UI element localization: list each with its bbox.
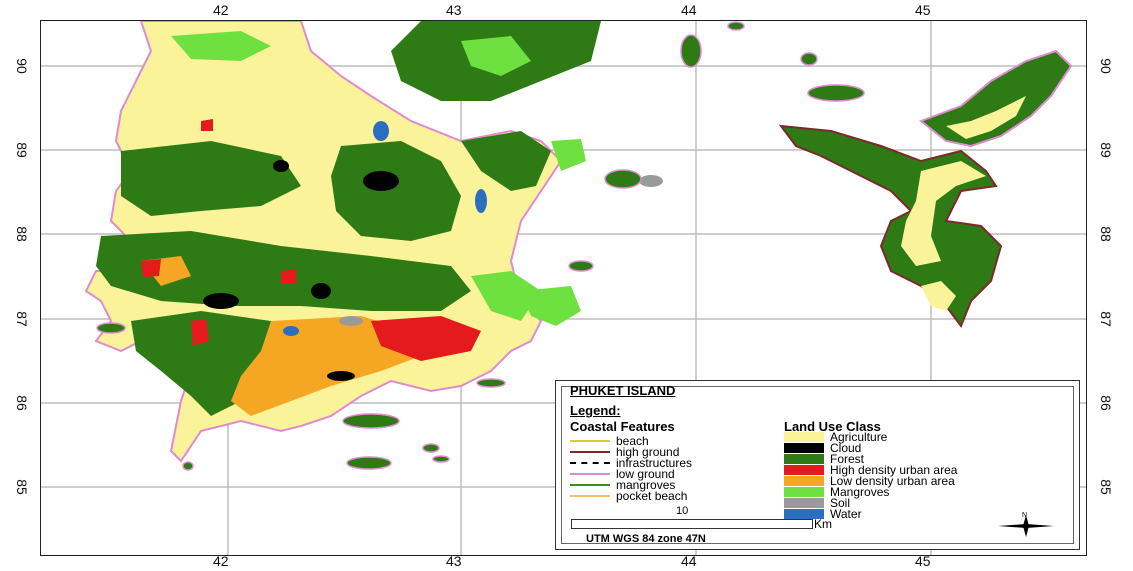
landuse-label: Low density urban area: [830, 474, 955, 488]
landuse-row-water: Water: [784, 508, 862, 520]
east-island-south: [778, 124, 1003, 329]
coastal-features-heading: Coastal Features: [570, 419, 675, 434]
landuse-row-mangroves: Mangroves: [784, 486, 889, 498]
y-tick-right-88: 88: [1097, 226, 1114, 242]
y-tick-right-90: 90: [1097, 58, 1114, 74]
water-patches: [283, 121, 487, 336]
coastal-row-infrastructures: infrastructures: [570, 457, 692, 469]
coastal-label: pocket beach: [616, 489, 688, 503]
y-tick-right-89: 89: [1097, 142, 1114, 158]
landuse-label: Cloud: [830, 441, 862, 455]
water-swatch: [784, 509, 824, 519]
legend-box: PHUKET ISLAND Legend: Coastal Features L…: [555, 380, 1080, 550]
x-tick-bottom-44: 44: [681, 553, 697, 569]
landuse-label: High density urban area: [830, 463, 958, 477]
x-tick-top-42: 42: [213, 2, 229, 18]
scale-bar: [571, 519, 813, 529]
low-ground-line-swatch: [570, 473, 610, 475]
scale-bar-unit: Km: [814, 517, 832, 531]
landuse-label: Agriculture: [830, 430, 888, 444]
y-tick-left-85: 85: [13, 479, 30, 495]
land-use-heading: Land Use Class: [784, 419, 881, 434]
land-use-map: [41, 21, 1086, 555]
cloud-patches: [203, 160, 399, 381]
coastal-label: mangroves: [616, 478, 676, 492]
pocket-beach-line-swatch: [570, 495, 610, 497]
projection-label: UTM WGS 84 zone 47N: [586, 533, 706, 545]
coastal-label: low ground: [616, 467, 675, 481]
coastal-label: high ground: [616, 445, 680, 459]
coastal-row-beach: beach: [570, 435, 649, 447]
mangroves-line-swatch: [570, 484, 610, 486]
cloud-swatch: [784, 443, 824, 453]
legend-heading: Legend:: [570, 403, 621, 418]
x-tick-top-43: 43: [446, 2, 462, 18]
landuse-label: Mangroves: [830, 485, 890, 499]
x-tick-top-45: 45: [915, 2, 931, 18]
landuse-label: Water: [830, 507, 862, 521]
forest-swatch: [784, 454, 824, 464]
landuse-row-low-density-urban: Low density urban area: [784, 475, 955, 487]
landuse-row-soil: Soil: [784, 497, 850, 509]
high-density-urban: [141, 119, 481, 361]
soil-swatch: [784, 498, 824, 508]
coastal-row-mangroves: mangroves: [570, 479, 675, 491]
high-ground-line-swatch: [570, 451, 610, 453]
landuse-row-cloud: Cloud: [784, 442, 861, 454]
mangrove-patches: [171, 31, 586, 326]
high-density-urban-swatch: [784, 465, 824, 475]
agriculture-swatch: [784, 432, 824, 442]
east-island-north: [919, 49, 1073, 148]
north-label: N: [1022, 512, 1027, 519]
east-island-beach: [921, 281, 956, 311]
map-title: PHUKET ISLAND: [570, 383, 676, 398]
landuse-row-agriculture: Agriculture: [784, 431, 887, 443]
east-island-south-agriculture: [901, 161, 986, 266]
soil-patches: [339, 175, 663, 326]
y-tick-left-90: 90: [13, 58, 30, 74]
coastal-row-pocket-beach: pocket beach: [570, 490, 687, 502]
mangroves-swatch: [784, 487, 824, 497]
y-tick-right-85: 85: [1097, 479, 1114, 495]
y-tick-left-88: 88: [13, 226, 30, 242]
small-islets: [96, 21, 865, 471]
x-tick-bottom-45: 45: [915, 553, 931, 569]
coastal-row-high-ground: high ground: [570, 446, 679, 458]
landuse-row-high-density-urban: High density urban area: [784, 464, 957, 476]
coastal-label: beach: [616, 434, 649, 448]
north-arrow-icon: N: [998, 512, 1054, 537]
infrastructures-line-swatch: [570, 462, 610, 464]
y-tick-left-89: 89: [13, 142, 30, 158]
coastal-label: infrastructures: [616, 456, 693, 470]
x-tick-top-44: 44: [681, 2, 697, 18]
landuse-row-forest: Forest: [784, 453, 864, 465]
x-tick-bottom-42: 42: [213, 553, 229, 569]
coastal-row-low-ground: low ground: [570, 468, 675, 480]
landuse-label: Soil: [830, 496, 851, 510]
scale-bar-label: 10: [676, 505, 689, 517]
y-tick-left-86: 86: [13, 395, 30, 411]
x-tick-bottom-43: 43: [446, 553, 462, 569]
east-island-north-agriculture: [946, 96, 1026, 139]
beach-line-swatch: [570, 440, 610, 442]
y-tick-left-87: 87: [13, 311, 30, 327]
low-density-urban-swatch: [784, 476, 824, 486]
legend-inner-border: [561, 386, 1074, 544]
y-tick-right-87: 87: [1097, 311, 1114, 327]
landuse-label: Forest: [830, 452, 865, 466]
y-tick-right-86: 86: [1097, 395, 1114, 411]
